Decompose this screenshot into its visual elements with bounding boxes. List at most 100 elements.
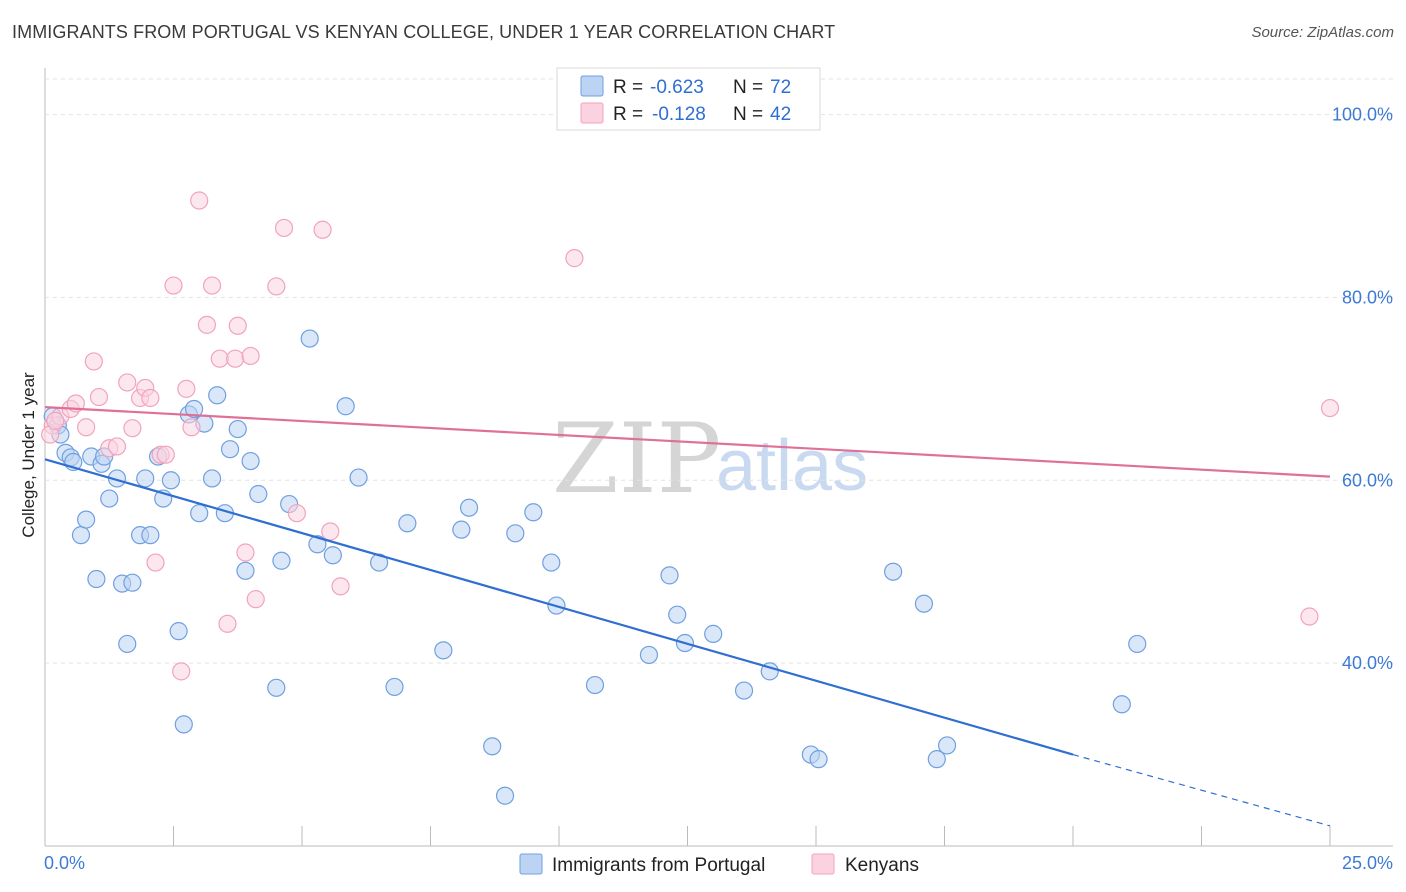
data-point-kenyans <box>313 220 332 239</box>
data-point-portugal <box>370 553 389 572</box>
data-point-kenyans <box>267 277 286 296</box>
data-point-kenyans <box>177 379 196 398</box>
data-point-portugal <box>236 561 255 580</box>
y-tick-label: 80.0% <box>1342 287 1393 307</box>
x-ticks <box>44 826 1331 846</box>
series-legend: Immigrants from Portugal Kenyans <box>519 853 919 876</box>
data-point-portugal <box>249 484 268 504</box>
data-point-portugal <box>87 569 106 589</box>
trend-line-portugal-extension <box>1072 753 1331 827</box>
data-point-kenyans <box>164 276 183 295</box>
data-point-portugal <box>336 397 355 416</box>
data-point-portugal <box>542 553 561 572</box>
data-point-portugal <box>927 750 946 769</box>
watermark-zip: ZIP <box>552 403 721 515</box>
data-point-portugal <box>483 737 502 756</box>
data-point-portugal <box>323 546 342 565</box>
bottom-legend-swatch-kenyans <box>811 853 835 875</box>
data-point-kenyans <box>241 346 260 366</box>
legend-r-value-1: -0.623 <box>650 77 704 98</box>
legend-r-label-1: R = <box>613 77 643 98</box>
y-tick-label: 40.0% <box>1342 653 1393 673</box>
data-point-portugal <box>272 551 291 570</box>
data-point-kenyans <box>89 387 109 407</box>
legend-swatch-portugal <box>580 75 604 97</box>
data-point-portugal <box>668 605 687 624</box>
data-point-kenyans <box>77 418 96 437</box>
data-point-portugal <box>459 498 479 517</box>
data-point-portugal <box>585 675 605 695</box>
data-point-kenyans <box>202 276 222 295</box>
data-point-portugal <box>202 469 222 488</box>
data-point-kenyans <box>107 437 127 456</box>
data-point-portugal <box>136 469 155 488</box>
series-kenyans-points <box>41 191 1340 681</box>
data-point-portugal <box>524 503 543 522</box>
data-point-portugal <box>300 329 319 348</box>
data-point-portugal <box>174 715 193 734</box>
data-point-kenyans <box>218 614 237 633</box>
data-point-kenyans <box>46 411 65 430</box>
data-point-portugal <box>118 634 137 654</box>
data-point-kenyans <box>246 590 265 609</box>
data-point-kenyans <box>123 419 142 438</box>
data-point-portugal <box>184 399 204 419</box>
data-point-portugal <box>267 678 286 697</box>
data-point-kenyans <box>228 316 247 335</box>
data-point-portugal <box>208 386 227 405</box>
legend-n-label-2: N = <box>733 104 763 125</box>
y-tick-label: 100.0% <box>1332 105 1393 125</box>
data-point-portugal <box>809 750 828 769</box>
legend-r-label-2: R = <box>613 104 643 125</box>
data-point-portugal <box>123 573 142 592</box>
data-point-kenyans <box>84 352 103 371</box>
data-point-kenyans <box>118 373 137 392</box>
trend-line-kenyans <box>44 406 1331 478</box>
data-point-kenyans <box>156 445 175 464</box>
data-point-kenyans <box>172 662 191 681</box>
x-tick-min: 0.0% <box>44 853 85 873</box>
data-point-kenyans <box>226 349 245 368</box>
data-point-portugal <box>734 681 754 700</box>
bottom-legend-label-kenyans: Kenyans <box>845 855 919 876</box>
y-tick-labels: 40.0% 60.0% 80.0% 100.0% <box>1332 105 1393 674</box>
x-tick-max: 25.0% <box>1342 853 1393 873</box>
data-point-portugal <box>937 736 957 755</box>
data-point-kenyans <box>190 191 209 210</box>
data-point-kenyans <box>141 388 160 408</box>
data-point-portugal <box>639 645 659 665</box>
data-point-portugal <box>161 471 181 490</box>
data-point-portugal <box>71 526 91 545</box>
data-point-portugal <box>914 594 934 613</box>
data-point-portugal <box>77 510 96 529</box>
data-point-portugal <box>228 419 247 439</box>
legend-n-value-1: 72 <box>770 77 791 98</box>
data-point-kenyans <box>182 418 201 437</box>
trend-line-portugal <box>44 458 1074 756</box>
series-portugal-points <box>43 329 1147 805</box>
chart-title: IMMIGRANTS FROM PORTUGAL VS KENYAN COLLE… <box>12 22 836 42</box>
trend-lines <box>44 406 1331 827</box>
data-point-portugal <box>100 489 119 508</box>
correlation-legend: R = -0.623 N = 72 R = -0.128 N = 42 <box>556 67 821 131</box>
bottom-legend-swatch-portugal <box>519 853 543 875</box>
data-point-kenyans <box>321 522 340 541</box>
data-point-portugal <box>141 526 160 545</box>
data-point-portugal <box>398 514 417 533</box>
legend-n-value-2: 42 <box>770 104 791 125</box>
data-point-portugal <box>1112 695 1131 714</box>
data-point-kenyans <box>274 218 294 238</box>
data-point-portugal <box>506 524 525 543</box>
data-point-portugal <box>241 451 260 471</box>
data-point-kenyans <box>1300 607 1319 626</box>
data-point-portugal <box>349 468 368 487</box>
legend-n-label-1: N = <box>733 77 763 98</box>
data-point-portugal <box>308 535 327 554</box>
data-point-kenyans <box>197 315 217 334</box>
source-label: Source: ZipAtlas.com <box>1251 24 1394 41</box>
data-point-portugal <box>660 566 679 585</box>
data-point-kenyans <box>1320 398 1340 418</box>
data-point-kenyans <box>565 249 584 268</box>
data-point-kenyans <box>146 553 165 572</box>
